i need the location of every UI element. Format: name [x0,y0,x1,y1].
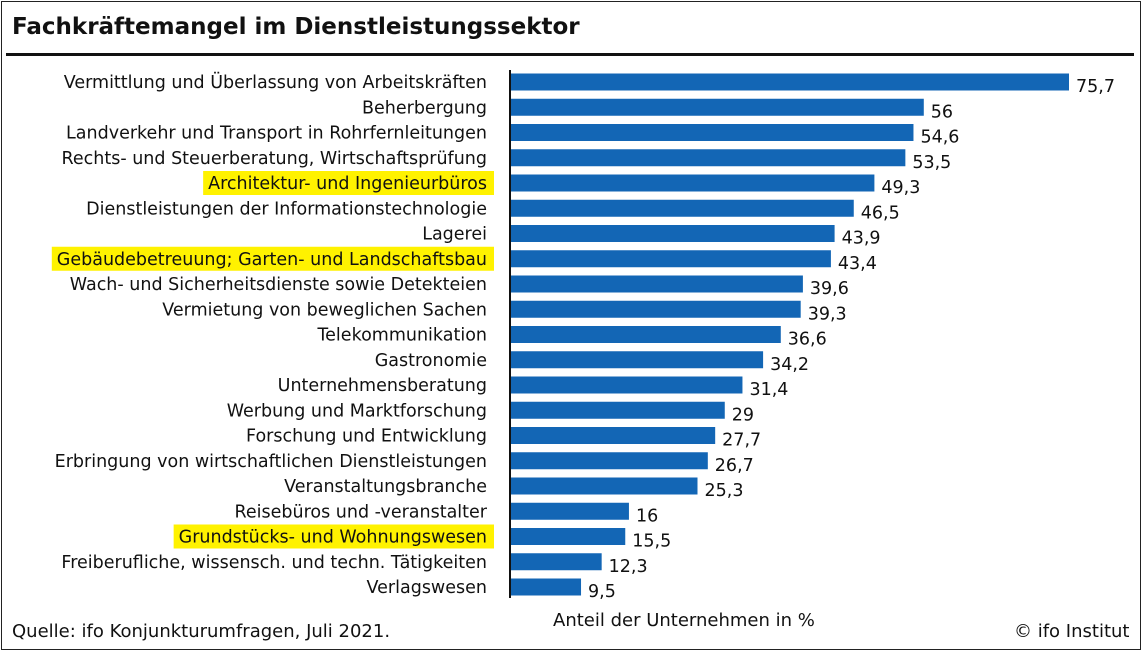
category-label: Architektur- und Ingenieurbüros [208,174,487,194]
bar [511,401,725,419]
bar [511,351,764,369]
bar [511,578,582,596]
value-label: 39,3 [808,304,847,324]
value-label: 12,3 [609,557,648,577]
value-label: 25,3 [704,481,743,501]
title-divider [6,53,1134,56]
bar [511,98,924,116]
bar [511,250,831,268]
category-label: Veranstaltungsbranche [284,477,487,497]
category-label: Vermietung von beweglichen Sachen [162,300,487,320]
category-label: Wach- und Sicherheitsdienste sowie Detek… [70,275,487,295]
value-label: 16 [636,506,658,526]
value-label: 75,7 [1076,77,1115,97]
bar [511,452,708,470]
bar [511,427,716,444]
value-label: 29 [732,405,754,425]
category-label: Lagerei [422,225,487,245]
bar [511,225,835,242]
category-label: Gebäudebetreuung; Garten- und Landschaft… [57,250,487,270]
category-label: Reisebüros und -veranstalter [234,502,487,522]
copyright-note: © ifo Institut [1014,621,1130,642]
bar [511,376,743,394]
category-label: Forschung und Entwicklung [246,427,487,447]
category-label: Verlagswesen [367,578,487,598]
bar [511,174,875,192]
value-label: 15,5 [632,532,671,552]
category-label: Telekommunikation [316,326,487,346]
category-label: Freiberufliche, wissensch. und techn. Tä… [61,553,487,573]
value-label: 43,4 [838,254,877,274]
value-label: 36,6 [788,330,827,350]
bar [511,73,1069,91]
bar [511,477,698,495]
bar [511,199,854,217]
category-label: Grundstücks- und Wohnungswesen [179,528,487,548]
value-label: 49,3 [881,178,920,198]
value-label: 43,9 [842,229,881,249]
bar [511,528,626,545]
bar [511,275,803,293]
category-highlight [173,524,494,549]
value-label: 39,6 [810,279,849,299]
category-label: Vermittlung und Überlassung von Arbeitsk… [64,71,487,93]
category-label: Rechts- und Steuerberatung, Wirtschaftsp… [62,149,488,169]
category-label: Erbringung von wirtschaftlichen Dienstle… [55,452,487,472]
value-label: 53,5 [912,153,951,173]
value-label: 26,7 [715,456,754,476]
category-label: Landverkehr und Transport in Rohrfernlei… [66,124,487,144]
bar [511,553,602,571]
source-note: Quelle: ifo Konjunkturumfragen, Juli 202… [12,621,391,642]
value-label: 56 [931,102,953,122]
bar [511,149,906,167]
category-label: Werbung und Marktforschung [227,401,487,421]
chart-title: Fachkräftemangel im Dienstleistungssekto… [12,14,580,40]
bar [511,502,629,520]
value-label: 54,6 [920,128,959,148]
value-label: 31,4 [749,380,788,400]
category-highlight [51,246,494,271]
value-label: 46,5 [861,203,900,223]
x-axis-label: Anteil der Unternehmen in % [553,610,815,631]
category-highlight [203,171,494,195]
category-label: Beherbergung [362,98,487,118]
category-label: Unternehmensberatung [278,376,487,396]
value-label: 9,5 [588,582,616,602]
bar [511,124,914,141]
category-label: Gastronomie [375,351,487,371]
bar [511,300,801,318]
category-label: Dienstleistungen der Informationstechnol… [86,199,487,219]
value-label: 34,2 [770,355,809,375]
value-label: 27,7 [722,431,761,451]
bar [511,326,781,343]
